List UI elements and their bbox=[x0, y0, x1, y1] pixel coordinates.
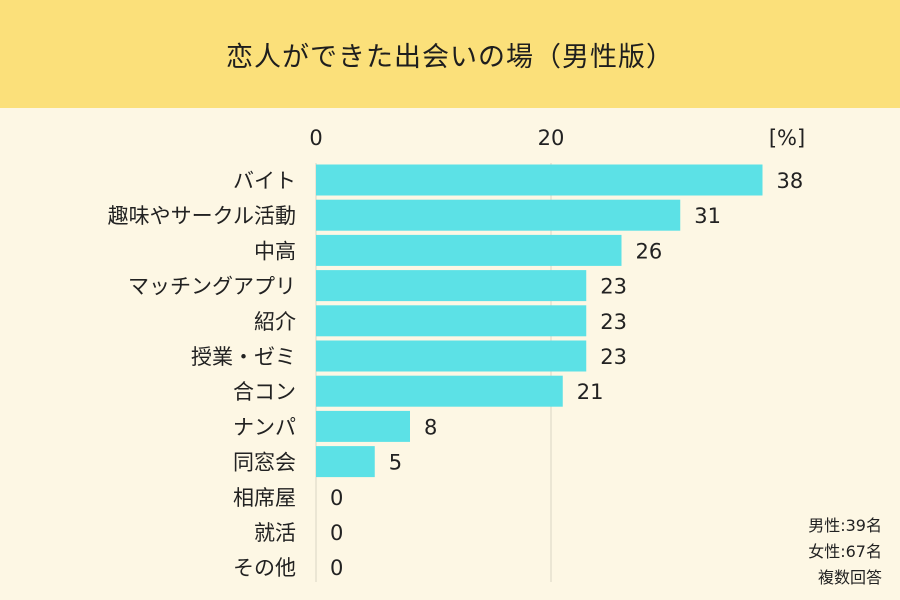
data-label: 21 bbox=[577, 380, 604, 404]
category-label: 授業・ゼミ bbox=[191, 345, 296, 369]
category-label: ナンパ bbox=[233, 415, 296, 439]
bar bbox=[316, 375, 563, 407]
data-label: 5 bbox=[389, 451, 402, 475]
category-label: マッチングアプリ bbox=[128, 275, 296, 299]
x-tick-label: 0 bbox=[309, 126, 322, 150]
category-label: 紹介 bbox=[254, 310, 296, 334]
bar bbox=[316, 199, 681, 231]
category-label: 趣味やサークル活動 bbox=[108, 204, 296, 228]
bar bbox=[316, 270, 587, 302]
data-label: 23 bbox=[600, 310, 627, 334]
respondent-notes: 男性:39名 女性:67名 複数回答 bbox=[808, 513, 882, 591]
category-label: バイト bbox=[233, 169, 296, 193]
data-label: 31 bbox=[694, 204, 721, 228]
title-band: 恋人ができた出会いの場（男性版） bbox=[0, 0, 900, 108]
category-label: 合コン bbox=[233, 380, 296, 404]
unit-label: [%] bbox=[769, 126, 805, 150]
note-multiple-answers: 複数回答 bbox=[817, 568, 882, 587]
note-male-count: 男性:39名 bbox=[808, 516, 882, 535]
note-female-count: 女性:67名 bbox=[808, 542, 882, 561]
category-label: 同窓会 bbox=[233, 451, 296, 475]
x-tick-label: 20 bbox=[538, 126, 565, 150]
category-label: 就活 bbox=[254, 521, 296, 545]
category-label: 相席屋 bbox=[233, 486, 296, 510]
bar bbox=[316, 410, 410, 442]
data-label: 0 bbox=[330, 521, 343, 545]
bar bbox=[316, 164, 763, 196]
data-label: 26 bbox=[636, 239, 663, 263]
data-label: 0 bbox=[330, 486, 343, 510]
bar bbox=[316, 305, 587, 337]
bar bbox=[316, 446, 375, 478]
data-label: 38 bbox=[777, 169, 804, 193]
data-label: 23 bbox=[600, 275, 627, 299]
bar bbox=[316, 340, 587, 372]
data-label: 0 bbox=[330, 556, 343, 580]
bar bbox=[316, 234, 622, 266]
category-label: 中高 bbox=[254, 239, 296, 263]
data-label: 8 bbox=[424, 415, 437, 439]
data-label: 23 bbox=[600, 345, 627, 369]
chart-title: 恋人ができた出会いの場（男性版） bbox=[226, 41, 674, 73]
category-label: その他 bbox=[233, 556, 296, 580]
